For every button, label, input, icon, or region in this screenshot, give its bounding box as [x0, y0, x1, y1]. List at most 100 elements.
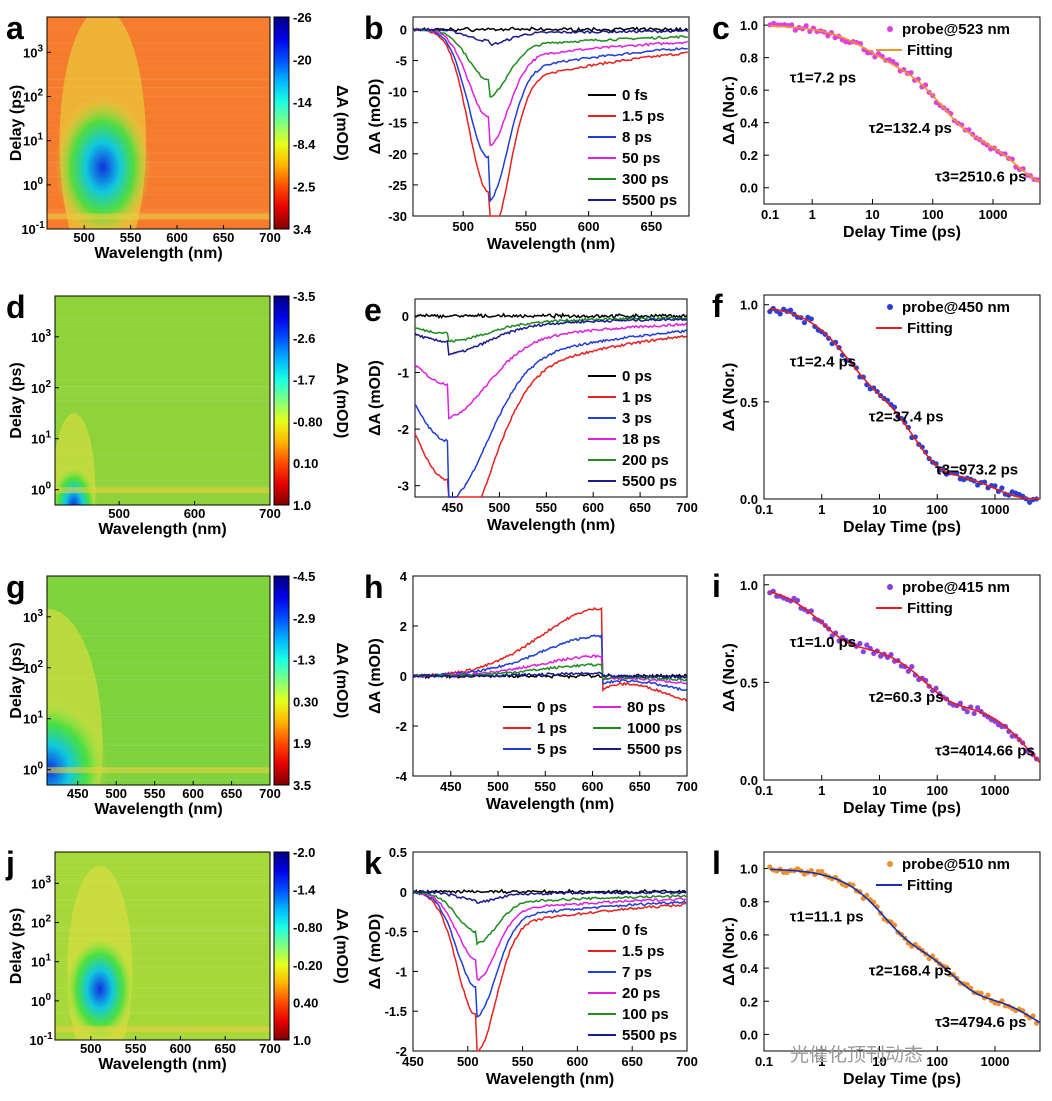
series-h-1 — [412, 606, 688, 702]
x-axis-label: Delay Time (ps) — [843, 519, 961, 536]
x-tick-label: 600 — [567, 1054, 589, 1069]
series-b-4 — [412, 28, 688, 98]
colorbar — [273, 295, 290, 506]
y-tick-label: 102 — [23, 659, 43, 676]
x-tick-label: 100 — [926, 1054, 948, 1069]
legend-label: 0 fs — [622, 87, 648, 104]
panel-letter: j — [5, 845, 15, 881]
y-tick-label: 0.5 — [740, 395, 758, 410]
y-tick-label: 1.0 — [740, 298, 758, 313]
x-tick-label: 600 — [582, 779, 604, 794]
panel-letter: g — [6, 569, 26, 605]
series-group — [414, 312, 687, 498]
legend-label: 1.5 ps — [622, 108, 665, 125]
x-tick-label: 650 — [221, 786, 243, 801]
data-point — [803, 23, 809, 29]
y-axis-label: ΔA (Nor.) — [721, 917, 738, 986]
y-tick-label: -20 — [388, 147, 407, 162]
x-tick-label: 0.1 — [755, 783, 773, 798]
y-tick-label: 0.2 — [740, 148, 758, 163]
x-tick-label: 10 — [872, 783, 886, 798]
colorbar — [273, 16, 290, 230]
legend-label: 5500 ps — [627, 741, 682, 758]
panel-letter: h — [364, 569, 384, 605]
tau-annotation: τ1=1.0 ps — [790, 634, 856, 651]
data-point — [836, 638, 842, 644]
y-tick-label: 0.8 — [740, 895, 758, 910]
colorbar-label: ΔA (mOD) — [333, 643, 350, 719]
y-tick-label: -2 — [395, 719, 407, 734]
data-point — [792, 27, 798, 33]
colorbar-tick-label: -0.20 — [293, 958, 323, 973]
tau-annotation: τ3=4014.66 ps — [935, 742, 1035, 759]
data-point — [829, 633, 835, 639]
panel-letter: f — [712, 288, 723, 324]
colorbar-tick-label: -20 — [293, 52, 312, 67]
x-tick-label: 500 — [80, 1041, 102, 1056]
map-content — [47, 17, 270, 229]
series-e-3 — [414, 322, 687, 420]
series-b-5 — [412, 27, 689, 47]
series-k-1 — [412, 891, 687, 1052]
x-tick-label: 100 — [926, 783, 948, 798]
series-b-1 — [412, 27, 688, 217]
x-axis-label: Wavelength (nm) — [94, 801, 222, 818]
legend-label: 1.5 ps — [622, 943, 665, 960]
series-e-5 — [414, 317, 687, 356]
colorbar-tick-label: -2.0 — [293, 845, 315, 860]
x-tick-label: 1 — [818, 502, 825, 517]
x-tick-label: 500 — [452, 219, 474, 234]
series-k-5 — [412, 889, 687, 904]
legend-probe: probe@415 nm — [902, 579, 1010, 596]
legend-dot — [887, 584, 893, 590]
map-tzero-band — [47, 213, 270, 220]
data-point — [933, 461, 939, 467]
x-tick-label: 100 — [926, 502, 948, 517]
tau-annotation: τ1=11.1 ps — [790, 909, 864, 926]
x-tick-label: 1 — [809, 207, 816, 222]
y-tick-label: 0 — [400, 22, 407, 37]
x-axis-label: Delay Time (ps) — [843, 1071, 961, 1088]
y-tick-label: 0.5 — [740, 675, 758, 690]
x-tick-label: 650 — [621, 1054, 643, 1069]
colorbar — [273, 851, 290, 1041]
y-tick-label: 1.0 — [740, 578, 758, 593]
panel-letter: d — [6, 289, 26, 325]
legend-label: 0 fs — [622, 922, 648, 939]
map-frame — [54, 851, 271, 1041]
y-tick-label: -15 — [388, 116, 407, 131]
legend-label: 5500 ps — [622, 1027, 677, 1044]
map-tzero-band — [55, 1026, 270, 1033]
y-tick-label: 1.0 — [740, 862, 758, 877]
x-tick-label: 10 — [865, 207, 879, 222]
colorbar-tick-label: -0.80 — [293, 920, 323, 935]
x-axis-label: Wavelength (nm) — [98, 521, 226, 538]
x-axis-label: Wavelength (nm) — [486, 796, 614, 813]
y-tick-label: 0.4 — [740, 961, 759, 976]
x-tick-label: 600 — [578, 219, 600, 234]
x-tick-label: 700 — [259, 786, 281, 801]
colorbar-tick-label: -2.6 — [293, 331, 315, 346]
y-tick-label: 10-1 — [21, 220, 45, 237]
tau-annotation: τ3=973.2 ps — [935, 462, 1018, 479]
tau-annotation: τ2=60.3 ps — [869, 689, 944, 706]
data-point — [767, 864, 773, 870]
y-tick-label: 0 — [402, 309, 409, 324]
series-e-2 — [414, 329, 687, 498]
fit-curve — [769, 25, 1040, 183]
y-tick-label: 101 — [23, 710, 43, 727]
x-tick-label: 0.1 — [761, 207, 779, 222]
y-axis-label: Delay (ps) — [8, 85, 25, 161]
y-tick-label: 0.6 — [740, 928, 758, 943]
series-k-0 — [412, 888, 687, 895]
x-tick-label: 450 — [442, 500, 464, 515]
data-point — [944, 107, 950, 113]
y-axis-label: Delay (ps) — [8, 362, 25, 438]
data-points — [767, 20, 1041, 183]
colorbar-tick-label: -1.3 — [293, 653, 315, 668]
data-point — [975, 705, 981, 711]
data-point — [794, 597, 801, 603]
series-e-1 — [414, 334, 687, 498]
y-tick-label: 0 — [400, 669, 407, 684]
panel-letter: k — [364, 845, 382, 881]
